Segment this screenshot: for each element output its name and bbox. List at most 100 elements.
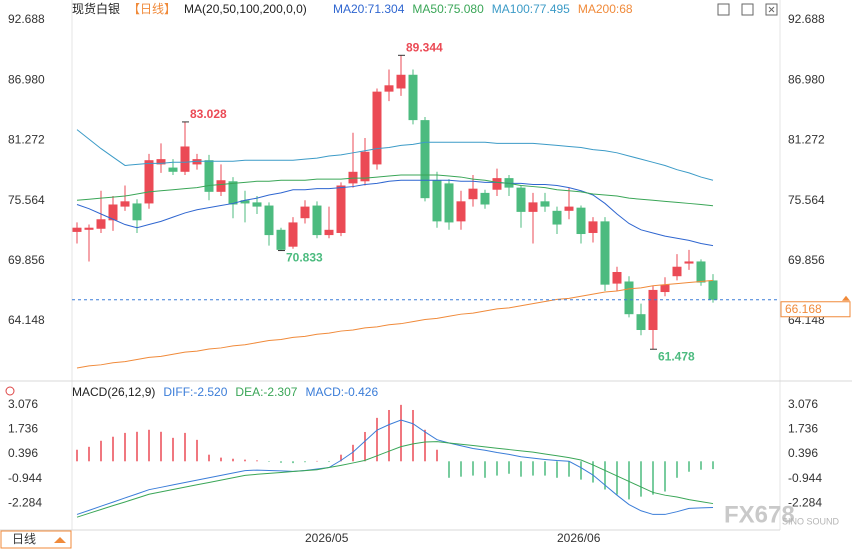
macd-bar <box>328 461 330 463</box>
macd-bar <box>664 461 666 492</box>
macd-bar <box>616 461 618 495</box>
macd-bar <box>712 461 714 470</box>
candle-body <box>240 200 250 204</box>
period-button-label[interactable]: 日线 <box>12 532 36 546</box>
candle-body <box>84 227 94 230</box>
y-tick-label-right: 81.272 <box>788 133 825 147</box>
macd-bar <box>112 436 114 462</box>
macd-bar <box>340 454 342 462</box>
ma-line <box>76 174 714 207</box>
candle-body <box>108 204 118 221</box>
legend-label: DIFF:-2.520 <box>163 385 227 399</box>
macd-bar <box>628 461 630 500</box>
macd-bar <box>604 461 606 490</box>
candle-body <box>456 201 466 222</box>
candle-body <box>276 229 286 250</box>
candle-body <box>312 205 322 236</box>
candle-body <box>492 178 502 190</box>
macd-bar <box>496 461 498 476</box>
ma-line <box>76 179 714 247</box>
macd-bar <box>448 461 450 478</box>
candle-body <box>132 203 142 221</box>
candle-body <box>156 159 166 165</box>
macd-bar <box>688 461 690 472</box>
macd-bar <box>88 446 90 462</box>
macd-bar <box>592 461 594 483</box>
macd-bar <box>220 457 222 462</box>
extreme-label: 70.833 <box>286 251 323 265</box>
icon[interactable] <box>741 3 754 16</box>
ma-line <box>76 129 714 181</box>
y-tick-label-right: 0.396 <box>788 446 818 460</box>
macd-bar <box>172 437 174 462</box>
candle-body <box>516 187 526 212</box>
candle-body <box>540 201 550 207</box>
watermark-sub: SINO SOUND <box>782 516 840 526</box>
y-tick-label-right: 69.856 <box>788 253 825 267</box>
legend-label: DEA:-2.307 <box>235 385 297 399</box>
settings-icon[interactable] <box>5 386 15 396</box>
extreme-label: 61.478 <box>658 349 695 363</box>
period-button[interactable] <box>0 530 72 549</box>
candle-body <box>372 91 382 165</box>
icon[interactable] <box>765 3 778 16</box>
candle-body <box>624 281 634 315</box>
y-tick-label: -0.944 <box>8 471 42 485</box>
y-tick-label-right: -2.284 <box>788 495 822 509</box>
candle-body <box>408 74 418 121</box>
y-tick-label: 81.272 <box>8 133 45 147</box>
legend-label: MA20:71.304 <box>333 2 405 16</box>
macd-bar <box>136 431 138 462</box>
y-tick-label-right: 1.736 <box>788 422 818 436</box>
candle-body <box>144 160 154 204</box>
candle-body <box>396 74 406 89</box>
macd-bar <box>484 461 486 478</box>
legend-label: MA100:77.495 <box>492 2 570 16</box>
macd-bar <box>100 440 102 462</box>
candle-body <box>672 266 682 277</box>
macd-bar <box>640 461 642 497</box>
candle-body <box>336 185 346 233</box>
macd-bar <box>184 432 186 462</box>
macd-bar <box>124 432 126 462</box>
y-tick-label: 0.396 <box>8 446 38 460</box>
icon[interactable] <box>717 3 730 16</box>
candle-body <box>420 120 430 199</box>
candle-body <box>564 206 574 211</box>
candle-body <box>120 201 130 207</box>
macd-bar <box>568 461 570 477</box>
extreme-label: 89.344 <box>406 40 443 54</box>
macd-line <box>76 419 714 515</box>
candle-body <box>192 159 202 165</box>
x-tick-label: 2026/05 <box>305 531 349 545</box>
macd-bar <box>652 461 654 495</box>
period-button-arrow <box>54 537 66 543</box>
last-price-arrow <box>842 295 850 301</box>
legend-label: MACD(26,12,9) <box>72 385 155 399</box>
y-tick-label-right: 75.564 <box>788 193 825 207</box>
macd-bar <box>436 449 438 462</box>
macd-bar <box>424 429 426 462</box>
macd-bar <box>412 409 414 462</box>
legend-label: MA200:68 <box>578 2 633 16</box>
legend-label: 现货白银 <box>72 1 120 16</box>
candle-body <box>384 85 394 92</box>
toolbar-icons <box>717 3 778 16</box>
candle-body <box>444 183 454 223</box>
macd-bar <box>304 461 306 463</box>
candle-body <box>648 289 658 331</box>
macd-line <box>76 441 714 518</box>
candle-body <box>552 210 562 225</box>
macd-bar <box>196 439 198 462</box>
candle-body <box>468 188 478 200</box>
candle-body <box>600 221 610 285</box>
ma-line <box>76 279 714 369</box>
macd-bar <box>364 431 366 462</box>
candle-body <box>528 202 538 212</box>
macd-bar <box>676 461 678 478</box>
legend-label: MA50:75.080 <box>412 2 484 16</box>
candle-body <box>264 205 274 236</box>
candle-body <box>216 180 226 192</box>
